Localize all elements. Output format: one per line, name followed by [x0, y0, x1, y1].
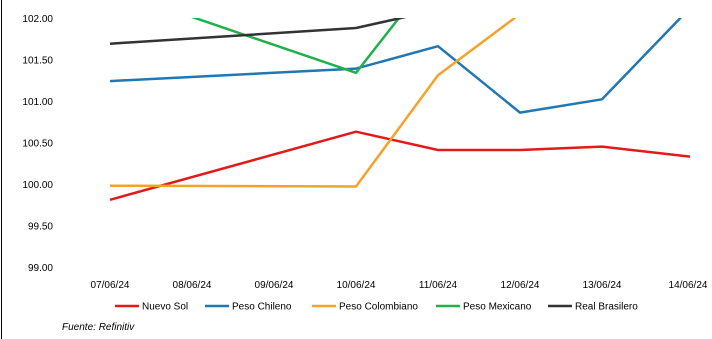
series-line-peso-colombiano [109, 18, 517, 188]
legend-entry-label: Peso Colombiano [339, 302, 418, 313]
y-tick-label: 100.00 [22, 180, 53, 191]
x-tick-label: 10/06/24 [337, 280, 376, 291]
legend-entry-label: Peso Chileno [232, 302, 292, 313]
legend-entry-label: Real Brasilero [575, 302, 638, 313]
series-line-peso-mexicano [191, 18, 401, 75]
y-tick-label: 102.00 [22, 14, 53, 25]
series-line-nuevo-sol [109, 130, 691, 202]
x-tick-label: 09/06/24 [255, 280, 294, 291]
x-tick-label: 13/06/24 [583, 280, 622, 291]
x-tick-label: 14/06/24 [669, 280, 708, 291]
x-tick-label: 12/06/24 [501, 280, 540, 291]
y-tick-label: 99.50 [28, 222, 53, 233]
x-tick-label: 11/06/24 [419, 280, 458, 291]
series-line-peso-chileno [109, 18, 683, 114]
legend-entry-label: Peso Mexicano [463, 302, 532, 313]
source-note: Fuente: Refinitiv [62, 322, 135, 333]
y-tick-label: 99.00 [28, 263, 53, 274]
legend-entry-label: Nuevo Sol [142, 302, 188, 313]
y-tick-label: 100.50 [22, 139, 53, 150]
series-line-real-brasilero [109, 18, 407, 45]
left-border-rule [1, 0, 2, 339]
x-tick-label: 08/06/24 [173, 280, 212, 291]
y-tick-label: 101.50 [22, 56, 53, 67]
x-tick-label: 07/06/24 [91, 280, 130, 291]
y-tick-label: 101.00 [22, 97, 53, 108]
